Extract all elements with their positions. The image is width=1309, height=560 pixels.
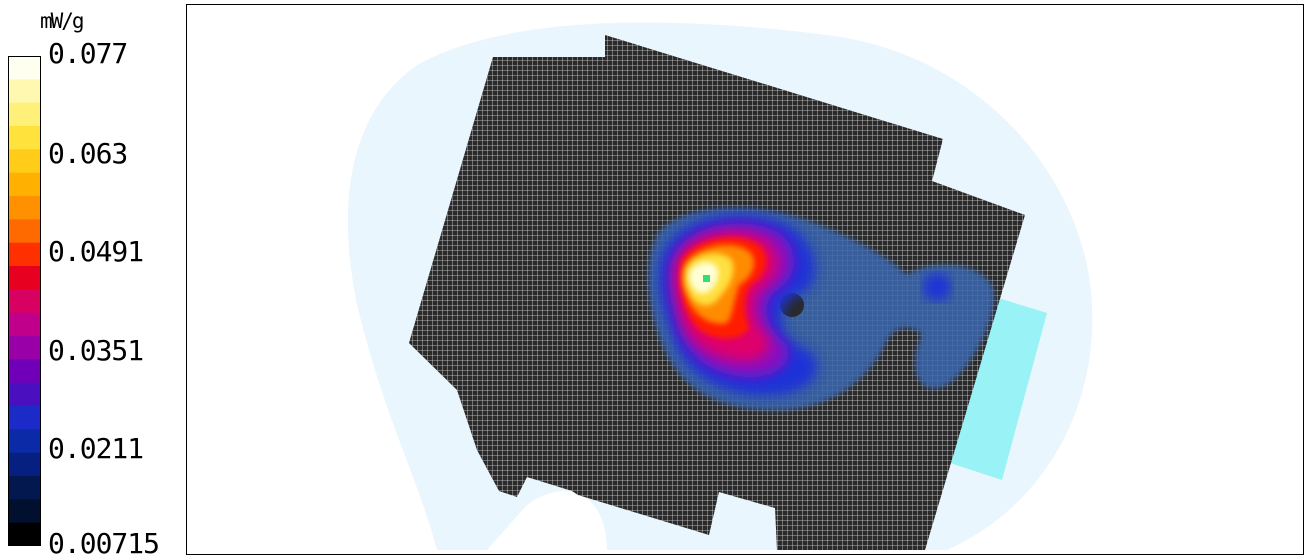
legend-color-step [8, 336, 41, 360]
legend-tick-4: 0.0351 [48, 334, 144, 367]
legend-color-step [8, 266, 41, 290]
legend-color-step [8, 149, 41, 174]
contour-blue-2 [923, 273, 951, 301]
sar-distribution-canvas [347, 22, 1093, 550]
legend-colorbar [8, 56, 41, 546]
legend-color-step [8, 359, 41, 384]
legend-color-step [8, 102, 41, 127]
legend-color-step [8, 429, 41, 454]
legend-color-step [8, 172, 41, 197]
legend-color-step [8, 406, 41, 430]
legend-color-step [8, 452, 41, 477]
legend-color-step [8, 522, 41, 546]
legend-tick-5: 0.0211 [48, 432, 144, 465]
legend-color-step [8, 289, 41, 314]
sar-plot-area [186, 4, 1304, 555]
legend-tick-2: 0.063 [48, 137, 128, 170]
legend-tick-max: 0.077 [48, 37, 128, 70]
legend-color-step [8, 382, 41, 407]
legend-tick-3: 0.0491 [48, 235, 144, 268]
legend-color-step [8, 499, 41, 524]
legend-color-step [8, 56, 41, 80]
peak-marker [703, 275, 710, 282]
legend-color-step [8, 219, 41, 244]
legend-color-step [8, 242, 41, 267]
legend-color-step [8, 312, 41, 337]
cyan-tab [950, 297, 1047, 480]
legend-color-step [8, 79, 41, 104]
legend-color-step [8, 476, 41, 500]
sar-hotspot [648, 208, 995, 411]
legend-color-step [8, 196, 41, 220]
legend-colorbar-border [8, 56, 41, 546]
legend-unit-label: mW/g [40, 9, 85, 33]
color-legend: mW/g 0.077 0.063 0.0491 0.0351 0.0211 0.… [0, 0, 180, 559]
legend-tick-min: 0.00715 [48, 527, 160, 560]
legend-color-step [8, 126, 41, 150]
